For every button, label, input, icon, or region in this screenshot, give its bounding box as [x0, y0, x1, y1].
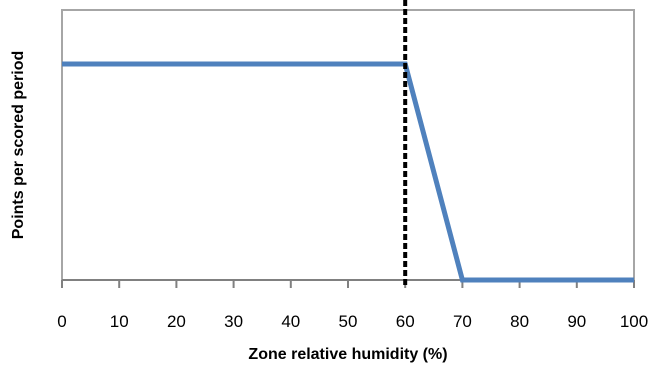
x-tick-label-80: 80	[510, 312, 529, 331]
plot-area-frame	[61, 9, 635, 281]
x-tick-label-50: 50	[339, 312, 358, 331]
x-tick-label-0: 0	[57, 312, 66, 331]
x-axis-title: Zone relative humidity (%)	[248, 346, 447, 363]
y-axis-title: Points per scored period	[10, 51, 27, 239]
x-tick-label-20: 20	[167, 312, 186, 331]
x-tick-label-90: 90	[567, 312, 586, 331]
x-axis-tick-labels: 0 10 20 30 40 50 60 70 80 90 100	[57, 312, 648, 331]
x-tick-label-60: 60	[396, 312, 415, 331]
x-tick-label-40: 40	[281, 312, 300, 331]
x-tick-label-10: 10	[110, 312, 129, 331]
x-tick-label-70: 70	[453, 312, 472, 331]
x-tick-label-100: 100	[620, 312, 648, 331]
x-tick-label-30: 30	[224, 312, 243, 331]
series-line-0	[62, 61, 634, 283]
series-layer	[62, 61, 634, 283]
